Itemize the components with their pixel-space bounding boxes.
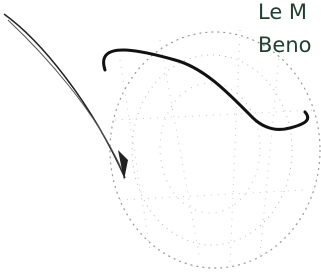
- page: Le M Beno (() => { const data = JSON.par…: [0, 0, 321, 272]
- caption-line: Beno: [258, 35, 311, 56]
- stroke-line: [8, 20, 122, 170]
- meridians: [115, 30, 315, 265]
- stroke-line: [4, 14, 125, 178]
- caption-line: Le M: [258, 2, 307, 23]
- inner-dots: [160, 83, 260, 213]
- dotted-globe: [110, 32, 320, 268]
- curve: [104, 50, 308, 129]
